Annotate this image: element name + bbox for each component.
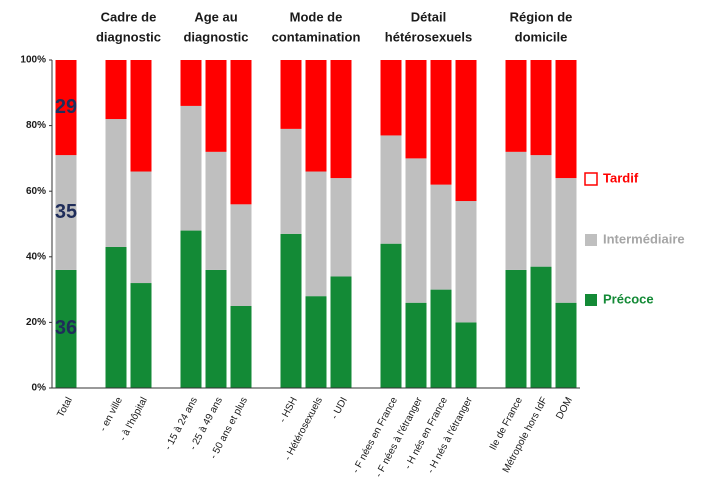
x-tick-label: DOM — [554, 395, 575, 421]
bar-segment — [180, 105, 202, 231]
bar-segment — [55, 269, 77, 388]
bar-segment — [330, 178, 352, 277]
bar-segment — [305, 171, 327, 297]
group-title: Cadre de — [101, 9, 157, 24]
group-title: Age au — [194, 9, 237, 24]
bar-segment — [330, 60, 352, 179]
x-tick-label: - F nées en France — [351, 395, 401, 475]
bar-segment — [205, 151, 227, 270]
bar-segment — [205, 269, 227, 388]
bar-segment — [530, 155, 552, 267]
bar-segment — [505, 269, 527, 388]
x-tick-label: - HSH — [277, 395, 299, 424]
bar-segment — [105, 119, 127, 247]
legend-marker — [584, 172, 598, 186]
bar-segment — [55, 155, 77, 270]
bar-segment — [430, 184, 452, 290]
bar-segment — [130, 171, 152, 284]
legend-label: Tardif — [603, 170, 639, 185]
bar-segment — [380, 243, 402, 388]
bar-segment — [130, 283, 152, 388]
legend-marker — [585, 234, 597, 246]
bar-segment — [280, 233, 302, 388]
bar-segment — [505, 60, 527, 152]
bar-segment — [280, 60, 302, 129]
group-title: Région de — [510, 9, 573, 24]
bar-segment — [505, 151, 527, 270]
group-title: diagnostic — [96, 29, 161, 44]
data-label: 35 — [55, 201, 77, 223]
x-tick-label: - H nés à l'étranger — [425, 395, 475, 476]
bar-segment — [405, 302, 427, 388]
legend-label: Intermédiaire — [603, 231, 685, 246]
bar-segment — [455, 201, 477, 323]
y-tick-label: 40% — [26, 251, 46, 262]
data-label: 29 — [55, 96, 77, 118]
bar-segment — [180, 60, 202, 106]
bar-segment — [280, 128, 302, 234]
bar-segment — [230, 204, 252, 306]
y-tick-label: 60% — [26, 186, 46, 197]
bar-segment — [405, 60, 427, 159]
bar-segment — [530, 60, 552, 156]
bar-segment — [455, 60, 477, 202]
bar-segment — [130, 60, 152, 172]
bar-segment — [305, 60, 327, 172]
bar-segment — [405, 158, 427, 303]
bar-segment — [430, 289, 452, 388]
group-title: diagnostic — [183, 29, 248, 44]
group-title: hétérosexuels — [385, 29, 472, 44]
group-title: Mode de — [290, 9, 343, 24]
bar-segment — [330, 276, 352, 388]
bar-segment — [555, 302, 577, 388]
group-title: contamination — [272, 29, 361, 44]
bar-segment — [180, 230, 202, 388]
legend-marker — [585, 294, 597, 306]
x-tick-label: - en ville — [98, 395, 125, 433]
x-tick-label: - UDI — [329, 395, 350, 421]
y-tick-label: 20% — [26, 317, 46, 328]
y-tick-label: 100% — [20, 55, 46, 66]
bar-segment — [430, 60, 452, 185]
bar-segment — [55, 60, 77, 156]
x-tick-label: Total — [55, 395, 75, 419]
bar-segment — [380, 60, 402, 136]
bar-segment — [455, 322, 477, 388]
bar-segment — [380, 135, 402, 244]
bar-segment — [555, 60, 577, 179]
bar-segment — [230, 306, 252, 388]
bar-segment — [305, 296, 327, 388]
group-title: domicile — [515, 29, 568, 44]
bar-segment — [230, 60, 252, 205]
bar-segment — [530, 266, 552, 388]
bar-segment — [105, 60, 127, 120]
bar-segment — [555, 178, 577, 303]
legend-label: Précoce — [603, 291, 654, 306]
bar-segment — [105, 246, 127, 388]
data-label: 36 — [55, 317, 77, 339]
y-tick-label: 80% — [26, 120, 46, 131]
bar-segment — [205, 60, 227, 152]
y-tick-label: 0% — [32, 383, 47, 394]
group-title: Détail — [411, 9, 446, 24]
